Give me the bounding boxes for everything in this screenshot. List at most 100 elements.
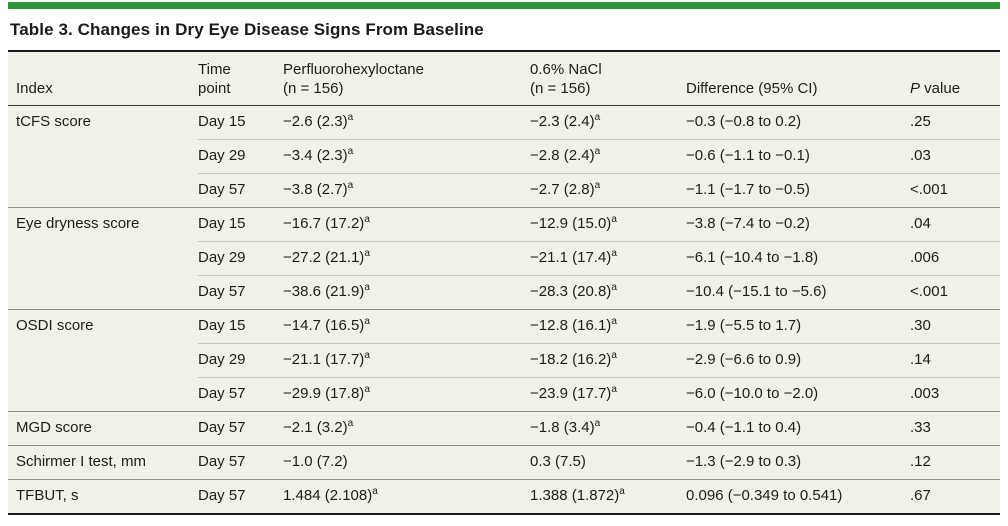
drug-value-cell: −1.0 (7.2) (283, 445, 530, 480)
header-label: Perfluorohexyloctane (283, 61, 424, 78)
control-value-cell: −2.8 (2.4)a (530, 139, 686, 174)
index-cell: tCFS score (16, 113, 92, 130)
index-cell: OSDI score (8, 309, 198, 412)
table-row: Eye dryness score Day 15 −16.7 (17.2)a −12.… (8, 207, 1000, 310)
control-value-cell: −2.3 (2.4)a (530, 112, 601, 130)
table-row: Day 57 −3.8 (2.7)a −2.7 (2.8)a −1.1 (−1.7 t… (8, 173, 1000, 208)
footnote-marker: a (364, 350, 370, 361)
table-row: Schirmer I test, mm Day 57 −1.0 (7.2) 0.3 (… (8, 445, 1000, 480)
time-point-cell: Day 57 (198, 275, 283, 310)
header-label: Time (198, 61, 231, 78)
header-label: value (920, 80, 961, 97)
p-value-cell: .12 (910, 445, 1000, 480)
drug-value-cell: −2.6 (2.3)a (283, 112, 354, 130)
control-value-cell: −21.1 (17.4)a (530, 241, 686, 276)
p-value-cell: .006 (910, 241, 1000, 276)
time-point-cell: Day 57 (198, 377, 283, 412)
time-point-cell: Day 57 (198, 479, 283, 514)
footnote-marker: a (364, 282, 370, 293)
p-value-cell: .14 (910, 343, 1000, 378)
footnote-marker: a (364, 316, 370, 327)
table-row: Day 29 −27.2 (21.1)a −21.1 (17.4)a −6.1 (−1… (8, 241, 1000, 276)
p-value-cell: <.001 (910, 275, 1000, 310)
column-header-time-point: Time point (198, 51, 283, 106)
p-value-cell: .25 (910, 113, 931, 130)
difference-cell: −1.3 (−2.9 to 0.3) (686, 445, 910, 480)
table-header: Index Time point Perfluorohexyloctane (n… (8, 51, 1000, 106)
time-point-cell: Day 15 (198, 309, 283, 344)
drug-value-cell: −3.8 (2.7)a (283, 173, 530, 208)
control-value-cell: −12.9 (15.0)a (530, 207, 686, 242)
p-value-cell: .03 (910, 139, 1000, 174)
p-value-cell: .67 (910, 479, 1000, 514)
green-accent-bar (8, 2, 1000, 9)
footnote-marker: a (347, 180, 354, 191)
footnote-marker: a (364, 214, 370, 225)
difference-cell: −6.1 (−10.4 to −1.8) (686, 241, 910, 276)
footnote-marker: a (347, 418, 354, 429)
footnote-marker: a (347, 112, 354, 123)
table-row: Day 57 −38.6 (21.9)a −28.3 (20.8)a −10.4 (−… (8, 275, 1000, 310)
p-value-cell: .04 (910, 207, 1000, 242)
drug-value-cell: −2.1 (3.2)a (283, 411, 530, 446)
footnote-marker: a (611, 316, 617, 327)
footnote-marker: a (594, 180, 601, 191)
index-cell: TFBUT, s (8, 479, 198, 514)
footnote-marker: a (594, 112, 601, 123)
column-header-difference: Difference (95% CI) (686, 51, 910, 106)
drug-value-cell: 1.484 (2.108)a (283, 479, 530, 514)
table-title: Table 3. Changes in Dry Eye Disease Sign… (10, 20, 484, 39)
control-value-cell: 1.388 (1.872)a (530, 479, 686, 514)
control-value-cell: −28.3 (20.8)a (530, 275, 686, 310)
index-cell: Schirmer I test, mm (8, 445, 198, 480)
footnote-marker: a (364, 384, 370, 395)
header-label: (n = 156) (283, 80, 344, 97)
difference-cell: −2.9 (−6.6 to 0.9) (686, 343, 910, 378)
drug-value-cell: −21.1 (17.7)a (283, 343, 530, 378)
header-row: Index Time point Perfluorohexyloctane (n… (8, 51, 1000, 106)
table-row: MGD score Day 57 −2.1 (3.2)a −1.8 (3.4)a −0.… (8, 411, 1000, 446)
drug-value-cell: −27.2 (21.1)a (283, 241, 530, 276)
difference-cell: −0.4 (−1.1 to 0.4) (686, 411, 910, 446)
footnote-marker: a (611, 214, 617, 225)
control-value-cell: −12.8 (16.1)a (530, 309, 686, 344)
column-header-index: Index (8, 51, 198, 106)
difference-cell: −6.0 (−10.0 to −2.0) (686, 377, 910, 412)
header-label: point (198, 80, 231, 97)
footnote-marker: a (611, 384, 617, 395)
time-point-cell: Day 29 (198, 241, 283, 276)
time-point-cell: Day 57 (198, 445, 283, 480)
control-value-cell: 0.3 (7.5) (530, 445, 686, 480)
p-value-cell: <.001 (910, 173, 1000, 208)
time-point-cell: Day 29 (198, 139, 283, 174)
footnote-marker: a (364, 248, 370, 259)
index-cell: Eye dryness score (8, 207, 198, 310)
journal-table-figure: Table 3. Changes in Dry Eye Disease Sign… (0, 2, 1008, 515)
footnote-marker: a (372, 486, 378, 497)
p-value-cell: .30 (910, 309, 1000, 344)
time-point-cell: Day 15 (198, 113, 246, 130)
difference-cell: −0.6 (−1.1 to −0.1) (686, 139, 910, 174)
control-value-cell: −2.7 (2.8)a (530, 173, 686, 208)
index-cell: MGD score (8, 411, 198, 446)
footnote-marker: a (619, 486, 625, 497)
footnote-marker: a (611, 282, 617, 293)
difference-cell: −0.3 (−0.8 to 0.2) (686, 113, 802, 130)
time-point-cell: Day 57 (198, 173, 283, 208)
drug-value-cell: −3.4 (2.3)a (283, 139, 530, 174)
footnote-marker: a (594, 146, 601, 157)
header-label: Difference (95% CI) (686, 80, 818, 97)
drug-value-cell: −16.7 (17.2)a (283, 207, 530, 242)
drug-value-cell: −14.7 (16.5)a (283, 309, 530, 344)
header-label: Index (16, 80, 53, 97)
p-value-cell: .003 (910, 377, 1000, 412)
drug-value-cell: −38.6 (21.9)a (283, 275, 530, 310)
column-header-drug: Perfluorohexyloctane (n = 156) (283, 51, 530, 106)
difference-cell: −10.4 (−15.1 to −5.6) (686, 275, 910, 310)
footnote-marker: a (611, 350, 617, 361)
difference-cell: −3.8 (−7.4 to −0.2) (686, 207, 910, 242)
table-row: Day 57 −29.9 (17.8)a −23.9 (17.7)a −6.0 (−1… (8, 377, 1000, 412)
header-label: P (910, 80, 921, 97)
column-header-control: 0.6% NaCl (n = 156) (530, 51, 686, 106)
table-row: Day 29 −3.4 (2.3)a −2.8 (2.4)a −0.6 (−1.1 t… (8, 139, 1000, 174)
